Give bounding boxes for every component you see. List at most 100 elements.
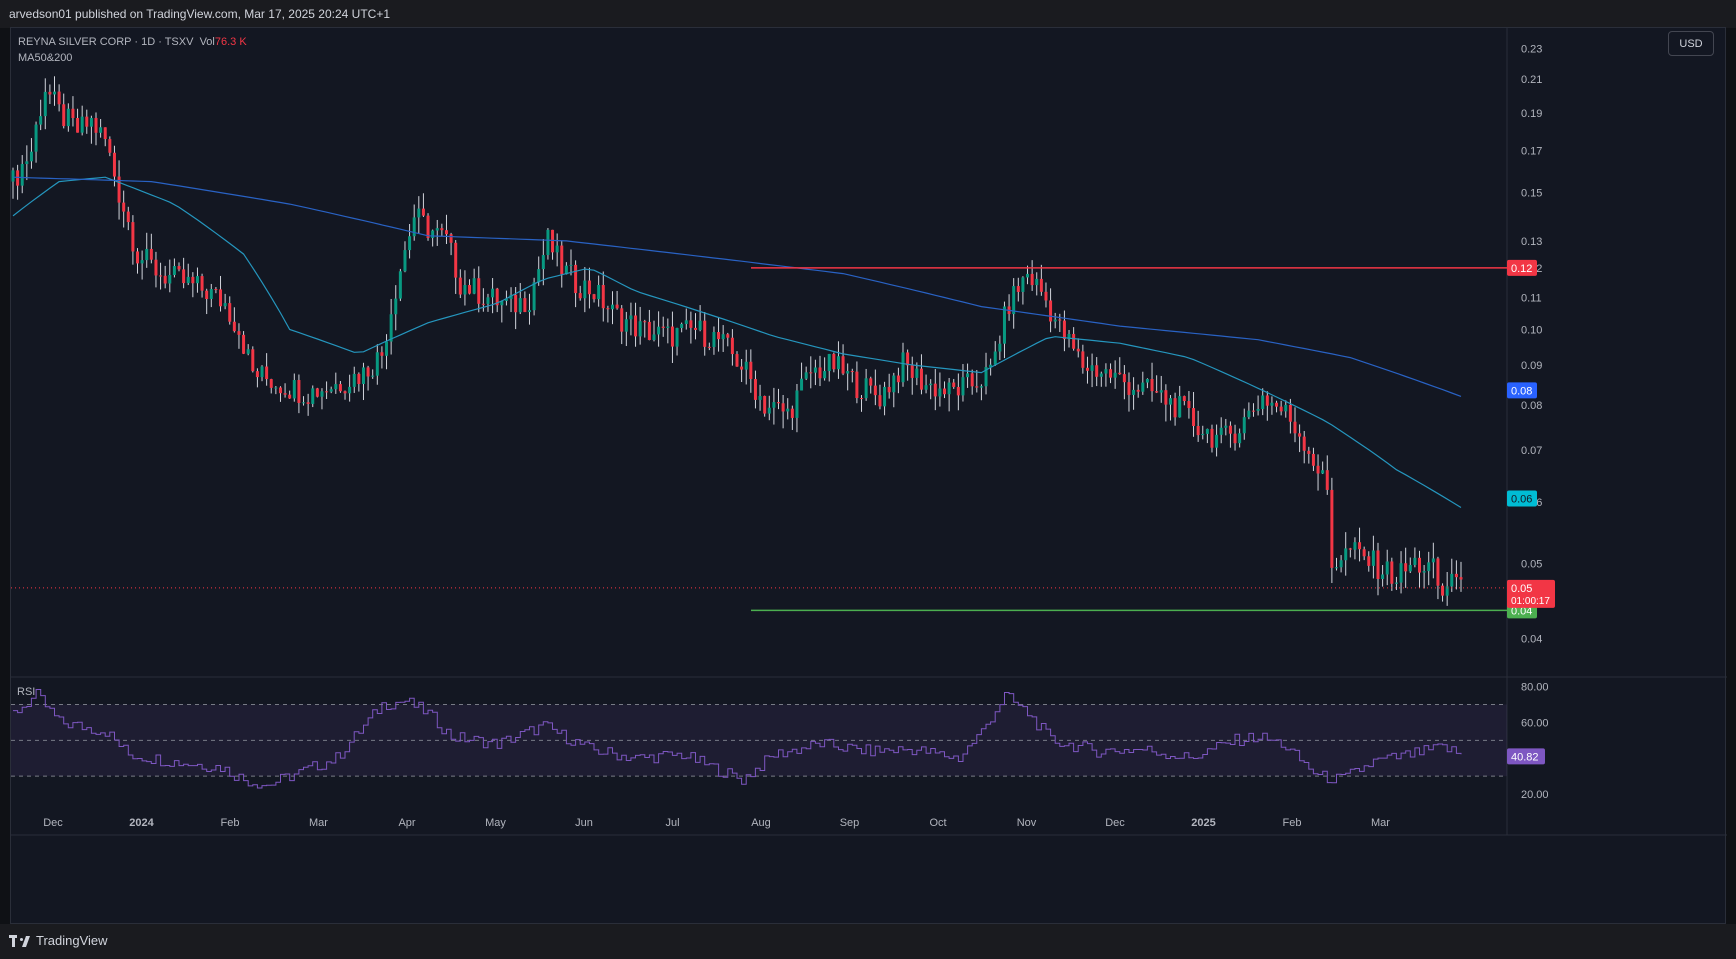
candle-body: [952, 382, 956, 387]
candle-body: [426, 215, 430, 238]
candle-body: [1325, 470, 1329, 490]
candle-body: [283, 393, 287, 395]
candle-body: [624, 319, 628, 332]
candle-body: [1141, 382, 1145, 392]
candle-body: [85, 116, 89, 127]
candle-body: [195, 276, 199, 284]
candle-body: [1399, 563, 1403, 583]
candle-body: [1205, 428, 1209, 434]
candle-body: [1344, 548, 1348, 561]
candle-body: [823, 371, 827, 379]
candle-body: [163, 275, 167, 284]
candle-body: [726, 334, 730, 338]
candle-body: [878, 395, 882, 407]
candle-body: [689, 320, 693, 328]
price-tick-label: 0.04: [1521, 634, 1542, 646]
candle-body: [583, 280, 587, 299]
currency-button[interactable]: USD: [1668, 31, 1714, 56]
candle-body: [159, 275, 163, 277]
candle-body: [781, 403, 785, 412]
candle-body: [629, 315, 633, 320]
candle-body: [666, 326, 670, 328]
candle-body: [703, 320, 707, 347]
candle-body: [1192, 408, 1196, 426]
candle-body: [145, 248, 149, 261]
time-tick-label: Apr: [398, 817, 415, 829]
candle-body: [205, 290, 209, 299]
candle-body: [956, 386, 960, 396]
candle-body: [1394, 582, 1398, 584]
chart-frame[interactable]: 0.23 0.21 0.19 0.17 0.15 0.13 0.12 0.11 0.10 0.09…: [10, 27, 1727, 925]
candle-body: [947, 382, 951, 395]
candle-body: [569, 264, 573, 266]
candle-body: [1178, 396, 1182, 418]
candle-body: [398, 271, 402, 299]
candle-body: [786, 408, 790, 412]
candle-body: [551, 229, 555, 253]
price-tick-label: 0.11: [1521, 292, 1542, 304]
candle-body: [1311, 453, 1315, 466]
candle-body: [864, 378, 868, 399]
candle-body: [1321, 470, 1325, 474]
candle-body: [76, 118, 80, 133]
candle-body: [1016, 286, 1020, 292]
candle-body: [587, 280, 591, 295]
candle-body: [1307, 450, 1311, 454]
candle-body: [477, 278, 481, 304]
candle-body: [1173, 398, 1177, 418]
candle-body: [680, 323, 684, 329]
candle-body: [168, 275, 172, 284]
candle-body: [1219, 427, 1223, 435]
candle-body: [1417, 557, 1421, 573]
candle-body: [1090, 365, 1094, 371]
candle-body: [1136, 389, 1140, 392]
candle-body: [1242, 417, 1246, 434]
candle-body: [1450, 573, 1454, 587]
candle-body: [827, 353, 831, 372]
candle-body: [1099, 373, 1103, 377]
resistance-price-badge: [1507, 259, 1537, 276]
candle-body: [1145, 378, 1149, 383]
candle-body: [269, 379, 273, 388]
candle-body: [122, 202, 126, 212]
candle-body: [1049, 300, 1053, 322]
candle-body: [112, 152, 116, 177]
candle-body: [1427, 562, 1431, 572]
bar-countdown: 01:00:17: [1511, 596, 1550, 607]
last-price-badge: [1507, 579, 1555, 608]
candle-body: [1261, 395, 1265, 409]
candle-body: [564, 265, 568, 275]
candle-body: [1085, 367, 1089, 371]
candle-body: [670, 326, 674, 347]
candle-body: [1150, 378, 1154, 392]
candle-body: [560, 245, 564, 275]
resistance-price-label: 0.12: [1511, 263, 1532, 275]
candle-body: [836, 356, 840, 370]
candle-body: [481, 303, 485, 305]
candle-body: [108, 139, 112, 153]
candle-body: [1067, 333, 1071, 340]
candle-body: [1353, 542, 1357, 550]
candle-body: [297, 380, 301, 403]
chart-legend: REYNA SILVER CORP · 1D · TSXV Vol76.3 K …: [18, 34, 247, 66]
candle-body: [136, 251, 140, 264]
candle-body: [1454, 573, 1458, 578]
time-tick-label: Aug: [751, 817, 771, 829]
candle-body: [140, 260, 144, 264]
brand[interactable]: TradingView: [9, 933, 108, 948]
candle-body: [592, 294, 596, 300]
candle-body: [661, 326, 665, 328]
price-chart[interactable]: 0.23 0.21 0.19 0.17 0.15 0.13 0.12 0.11 0.10 0.09…: [11, 28, 1727, 925]
candle-body: [1302, 436, 1306, 451]
price-tick-label: 0.19: [1521, 108, 1542, 120]
candle-body: [1390, 561, 1394, 584]
candle-body: [288, 394, 292, 399]
candle-body: [698, 320, 702, 330]
candle-body: [1210, 428, 1214, 448]
candle-body: [532, 282, 536, 311]
candle-body: [1058, 319, 1062, 321]
candle-body: [71, 108, 75, 119]
candle-body: [1358, 542, 1362, 550]
candle-body: [846, 371, 850, 374]
candle-body: [1159, 390, 1163, 393]
